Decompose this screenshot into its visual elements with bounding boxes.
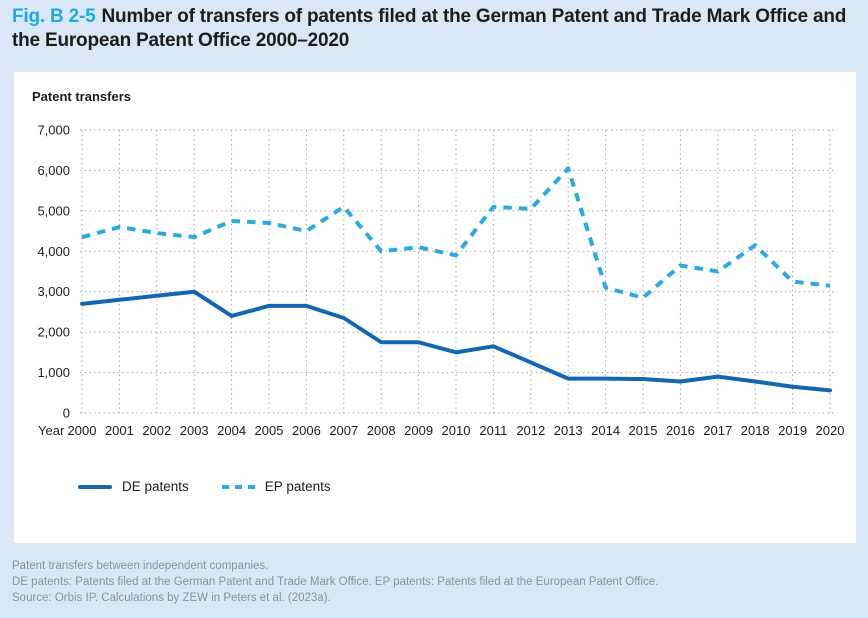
x-tick-label: 2011: [479, 423, 507, 438]
footnote-line: Source: Orbis IP. Calculations by ZEW in…: [12, 592, 331, 604]
x-tick-label: 2000: [68, 423, 97, 438]
line-chart: 0 1,000 2,000 3,000 4,000 5,000 6,000 7,000 2000…: [37, 123, 845, 439]
x-tick-label: 2016: [666, 423, 695, 438]
footnote-line: Patent transfers between independent com…: [12, 560, 269, 572]
y-tick-label: 4,000: [37, 244, 70, 259]
y-tick-label: 3,000: [37, 284, 70, 299]
x-tick-label: 2008: [367, 423, 396, 438]
figure-number: Fig. B 2-5: [12, 6, 96, 27]
x-tick-label: 2005: [255, 423, 284, 438]
legend-item-de-patents: DE patents: [78, 479, 189, 494]
x-tick-label: 2009: [404, 423, 433, 438]
de-line-sample-icon: [78, 484, 112, 489]
y-tick-label: 0: [63, 406, 70, 421]
legend-label-de-patents: DE patents: [122, 479, 189, 494]
x-tick-label: 2007: [329, 423, 358, 438]
y-tick-label: 5,000: [37, 203, 70, 218]
y-tick-label: 6,000: [37, 163, 70, 178]
x-axis-title: Year: [38, 423, 65, 438]
figure-title: Fig. B 2-5 Number of transfers of patents…: [12, 5, 858, 53]
x-tick-label: 2001: [105, 423, 134, 438]
legend-item-ep-patents: EP patents: [221, 479, 331, 494]
x-tick-label: 2012: [516, 423, 545, 438]
y-tick-label: 7,000: [37, 123, 70, 138]
x-tick-label: 2017: [703, 423, 732, 438]
chart-panel: 0 1,000 2,000 3,000 4,000 5,000 6,000 7,000 2000…: [14, 72, 856, 543]
x-tick-label: 2018: [741, 423, 770, 438]
x-tick-label: 2010: [442, 423, 471, 438]
y-tick-label: 1,000: [37, 365, 70, 380]
x-tick-label: 2002: [142, 423, 171, 438]
x-tick-label: 2004: [217, 423, 246, 438]
ep-patents-line: [81, 166, 831, 300]
y-axis-title: Patent transfers: [32, 89, 131, 104]
chart-legend: DE patents EP patents: [78, 479, 331, 494]
y-tick-label: 2,000: [37, 325, 70, 340]
de-patents-line: [80, 289, 832, 393]
ep-line-sample-icon: [221, 484, 255, 489]
legend-label-ep-patents: EP patents: [264, 479, 331, 494]
x-tick-label: 2019: [778, 423, 807, 438]
x-tick-label: 2003: [180, 423, 209, 438]
footnote-line: DE patents: Patents filed at the German …: [12, 576, 659, 588]
x-tick-label: 2020: [816, 423, 845, 438]
x-tick-label: 2015: [629, 423, 658, 438]
x-tick-label: 2013: [554, 423, 583, 438]
footnotes: Patent transfers between independent com…: [12, 558, 858, 618]
x-tick-label: 2006: [292, 423, 321, 438]
figure-title-text: Number of transfers of patents filed at …: [12, 6, 847, 51]
x-tick-label: 2014: [591, 423, 620, 438]
